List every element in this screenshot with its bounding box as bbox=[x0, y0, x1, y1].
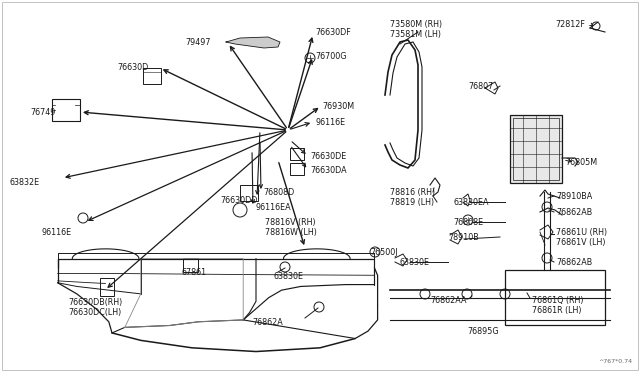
Text: 76630DC(LH): 76630DC(LH) bbox=[68, 308, 121, 317]
Text: 63830EA: 63830EA bbox=[453, 198, 488, 207]
Text: 76930M: 76930M bbox=[322, 102, 354, 111]
Text: 78910BA: 78910BA bbox=[556, 192, 592, 201]
Text: ^767*0.74: ^767*0.74 bbox=[598, 359, 632, 364]
Bar bbox=[100, 278, 114, 296]
Bar bbox=[290, 163, 304, 175]
Text: 76862A: 76862A bbox=[252, 318, 283, 327]
Text: 96116E: 96116E bbox=[315, 118, 345, 127]
Bar bbox=[505, 270, 605, 325]
Text: 76862AB: 76862AB bbox=[556, 258, 592, 267]
Text: 63830E: 63830E bbox=[400, 258, 430, 267]
Text: 76895G: 76895G bbox=[467, 327, 499, 336]
Text: 76808D: 76808D bbox=[263, 188, 294, 197]
Text: 76861Q (RH): 76861Q (RH) bbox=[532, 296, 584, 305]
Text: 76630DE: 76630DE bbox=[310, 152, 346, 161]
Text: 76805M: 76805M bbox=[565, 158, 597, 167]
Text: 76807: 76807 bbox=[468, 82, 493, 91]
Text: 78816W (LH): 78816W (LH) bbox=[265, 228, 317, 237]
Text: 76749: 76749 bbox=[30, 108, 56, 117]
Text: 76500J: 76500J bbox=[370, 248, 397, 257]
Bar bbox=[290, 148, 304, 160]
Text: 63832E: 63832E bbox=[10, 178, 40, 187]
Bar bbox=[510, 115, 562, 183]
Text: 78816V (RH): 78816V (RH) bbox=[265, 218, 316, 227]
Text: 76630DF: 76630DF bbox=[315, 28, 351, 37]
Text: 73580M (RH): 73580M (RH) bbox=[390, 20, 442, 29]
Bar bbox=[183, 258, 198, 272]
Text: 76808E: 76808E bbox=[453, 218, 483, 227]
Text: 72812F: 72812F bbox=[555, 20, 585, 29]
Text: 76630DA: 76630DA bbox=[310, 166, 347, 175]
Bar bbox=[52, 99, 80, 121]
Polygon shape bbox=[226, 37, 280, 48]
Text: 78819 (LH): 78819 (LH) bbox=[390, 198, 434, 207]
Text: 76861V (LH): 76861V (LH) bbox=[556, 238, 605, 247]
Text: 63830E: 63830E bbox=[273, 272, 303, 281]
Bar bbox=[143, 68, 161, 84]
Text: 76630D: 76630D bbox=[117, 63, 148, 72]
Text: 73581M (LH): 73581M (LH) bbox=[390, 30, 441, 39]
Text: 76630DD: 76630DD bbox=[220, 196, 257, 205]
Text: 76861R (LH): 76861R (LH) bbox=[532, 306, 582, 315]
Text: 76862AA: 76862AA bbox=[430, 296, 467, 305]
Text: 76861U (RH): 76861U (RH) bbox=[556, 228, 607, 237]
Text: 76700G: 76700G bbox=[315, 52, 346, 61]
Text: 96116E: 96116E bbox=[42, 228, 72, 237]
Bar bbox=[513, 118, 559, 180]
Text: 78910B: 78910B bbox=[448, 233, 479, 242]
Text: 96116EA: 96116EA bbox=[255, 203, 291, 212]
Text: 76862AB: 76862AB bbox=[556, 208, 592, 217]
Text: 78816 (RH): 78816 (RH) bbox=[390, 188, 435, 197]
Bar bbox=[240, 185, 258, 201]
Text: 76630DB(RH): 76630DB(RH) bbox=[68, 298, 122, 307]
Text: 79497: 79497 bbox=[185, 38, 211, 47]
Text: 67861: 67861 bbox=[182, 268, 207, 277]
